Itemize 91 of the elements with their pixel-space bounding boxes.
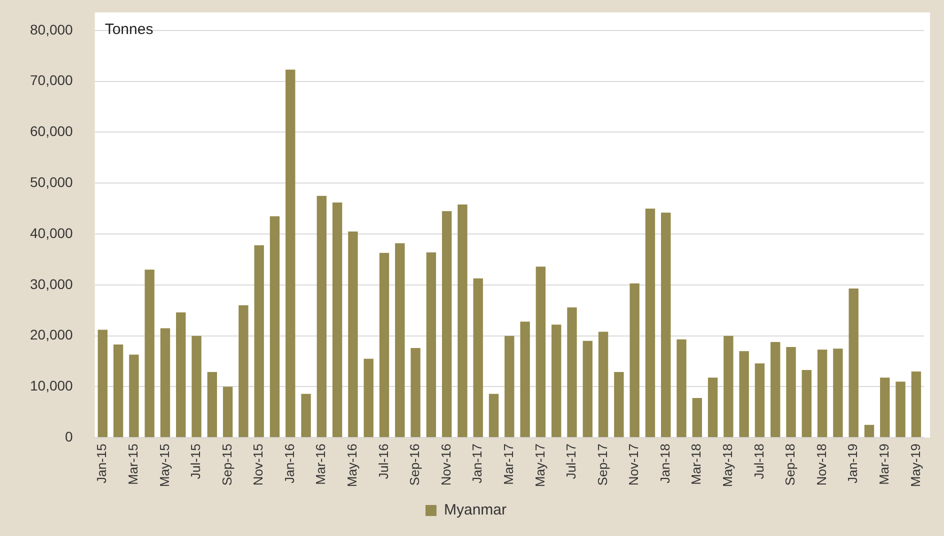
x-tick-label: May-18 [720,444,736,488]
bar [864,424,874,438]
bar [708,378,718,438]
x-tick-label: Sep-18 [782,444,798,486]
bar [661,212,671,438]
x-tick-label: Mar-18 [688,444,704,485]
y-tick-label: 40,000 [30,224,74,241]
x-tick-label: Sep-17 [594,444,610,486]
bar [567,307,577,438]
x-tick-label: Nov-16 [438,444,454,486]
bar [786,347,796,438]
x-tick-label: May-15 [156,444,172,488]
bar [395,243,405,438]
x-tick-label: Jan-19 [845,444,860,484]
x-tick-label: Sep-16 [407,444,422,486]
x-tick-label: Nov-18 [814,444,829,486]
bar [645,208,656,438]
bar [880,378,890,438]
x-tick-label: Nov-15 [250,444,266,486]
bar [379,252,390,438]
bar [176,312,186,438]
bar [848,288,858,438]
bar [802,370,812,438]
bar [238,305,248,438]
x-tick-label: May-16 [344,444,360,488]
x-tick-label: Jan-15 [94,444,110,484]
bar [192,336,202,438]
bar [160,328,170,438]
y-axis-title: Tonnes [104,21,154,38]
bar [504,336,514,438]
bar [144,270,154,438]
x-tick-label: May-17 [532,444,548,488]
y-tick-label: 10,000 [30,378,74,394]
bar [582,340,592,438]
bar [739,351,749,438]
bar [911,371,922,438]
bar [598,332,608,438]
x-tick-label: Jul-18 [751,444,766,480]
y-tick-label: 20,000 [30,326,74,343]
bar [98,330,108,438]
x-tick-label: Mar-16 [313,444,328,485]
bar [724,336,734,438]
y-tick-label: 80,000 [30,21,74,38]
bar [113,344,124,438]
bar [332,202,342,438]
bar [254,245,264,438]
bar [614,372,624,438]
bar [410,348,420,438]
bar [442,211,452,438]
y-tick-label: 30,000 [30,276,74,292]
bar [286,70,296,438]
x-tick-label: Nov-17 [626,444,642,486]
bar [222,386,233,438]
x-tick-label: Jul-16 [376,444,391,480]
bar [754,363,765,438]
bar [473,278,483,438]
legend-label: Myanmar [444,502,507,519]
bar [364,358,374,438]
bar [129,354,139,438]
bar [833,348,843,438]
bar [536,266,546,438]
bar [458,204,468,438]
bar [770,342,780,438]
x-tick-label: Mar-15 [126,444,141,485]
bar [207,372,218,438]
bar [488,394,499,438]
bar [270,216,280,438]
bar [426,252,436,438]
y-tick-label: 70,000 [30,72,74,88]
x-tick-label: Jan-18 [657,444,672,484]
bar [316,196,327,438]
x-tick-label: Mar-19 [876,444,892,485]
bar [301,394,311,438]
x-tick-label: Sep-15 [219,444,234,486]
x-tick-label: Jan-17 [470,444,485,484]
bar [692,398,702,438]
bar [520,322,530,438]
x-tick-label: Mar-17 [500,444,516,485]
bar [551,324,562,438]
x-tick-label: Jul-17 [564,444,579,480]
x-tick-label: May-19 [908,444,923,488]
x-tick-label: Jul-15 [188,444,204,480]
y-tick-label: 0 [65,428,74,445]
bar [896,382,906,438]
bar [676,339,686,438]
y-tick-label: 50,000 [30,174,74,190]
bar [630,283,640,438]
bar [348,231,358,438]
x-tick-label: Jan-16 [282,444,297,484]
bar [817,350,828,438]
y-tick-label: 60,000 [30,123,74,140]
